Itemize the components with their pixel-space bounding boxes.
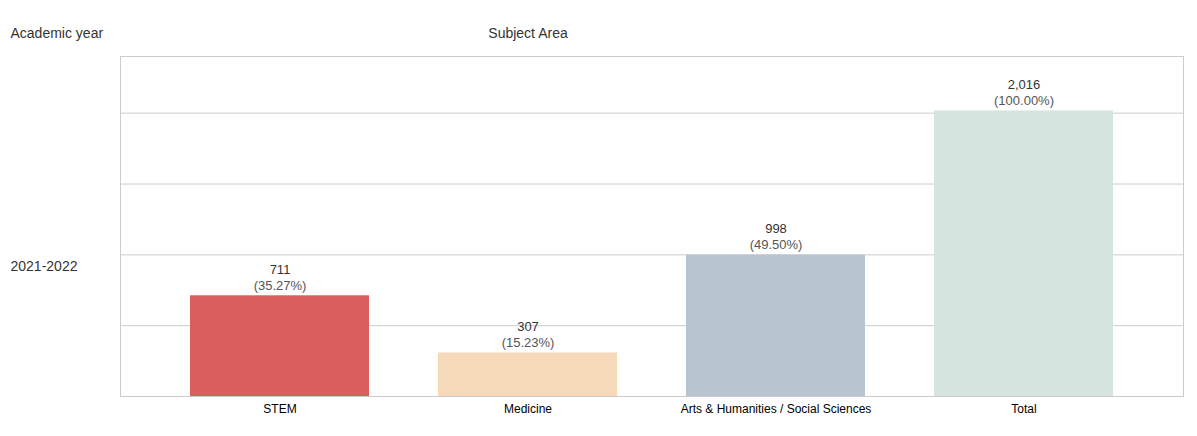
svg-text:Subject Area: Subject Area [488,25,568,41]
svg-text:(100.00%): (100.00%) [994,93,1054,108]
svg-text:(15.23%): (15.23%) [502,335,555,350]
svg-text:STEM: STEM [263,402,296,416]
svg-text:2021-2022: 2021-2022 [11,258,78,274]
svg-text:998: 998 [765,221,787,236]
svg-text:307: 307 [517,319,539,334]
svg-text:Arts & Humanities / Social Sci: Arts & Humanities / Social Sciences [681,402,872,416]
svg-text:2,016: 2,016 [1008,77,1041,92]
svg-text:711: 711 [270,262,291,277]
svg-text:(49.50%): (49.50%) [750,237,803,252]
svg-text:Total: Total [1011,402,1036,416]
svg-text:Medicine: Medicine [504,402,552,416]
svg-text:(35.27%): (35.27%) [254,278,307,293]
svg-text:Academic year: Academic year [11,25,104,41]
